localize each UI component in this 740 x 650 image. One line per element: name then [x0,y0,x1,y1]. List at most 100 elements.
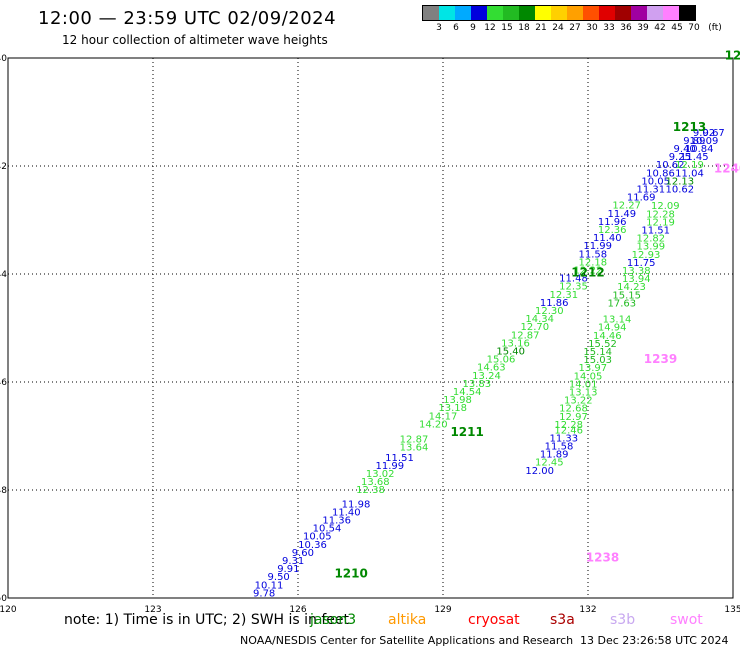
wave-height-label: 13.24 [472,371,501,382]
wave-height-label: 14.63 [477,363,506,374]
wave-height-label: 12.97 [559,412,588,423]
track-id-label: 1211 [450,425,483,439]
wave-height-label: 13.16 [501,338,530,349]
wave-height-label: 12.28 [554,420,583,431]
wave-height-label: 11.40 [593,233,622,244]
legend-label: 39 [637,23,649,33]
wave-height-label: 12.70 [521,322,550,333]
wave-height-label: 10.54 [313,524,342,535]
wave-height-label: 15.40 [496,346,525,357]
legend-swatch [503,6,519,20]
wave-height-label: 12.87 [400,434,429,445]
wave-height-label: 14.05 [574,371,603,382]
wave-height-label: 11.49 [608,209,637,220]
wave-height-label: 11.40 [332,507,361,518]
track-id-label: 12 [725,49,740,63]
wave-height-label: 17.63 [608,298,637,309]
wave-height-label: 12.87 [511,330,540,341]
wave-height-label: 13.02 [366,469,395,480]
wave-height-label: 11.99 [376,461,405,472]
legend-label: 6 [453,23,459,33]
wave-height-label: 13.68 [361,477,390,488]
wave-height-label: 9.02 [693,128,715,139]
wave-height-label: 13.18 [438,403,467,414]
wave-height-label: 11.86 [540,298,569,309]
wave-height-label: 12.00 [525,466,554,477]
y-tick-label: -40 [0,54,7,64]
wave-height-label: 9.78 [253,588,275,599]
wave-height-label: 11.99 [583,241,612,252]
wave-height-label: 14.23 [617,282,646,293]
wave-height-label: 15.06 [487,355,516,366]
wave-height-label: 11.96 [598,217,627,228]
wave-height-label: 10.11 [255,580,284,591]
wave-height-label: 9.89 [683,136,705,147]
x-tick-label: 126 [289,605,306,615]
track-id-label: 1238 [586,550,619,564]
legend-swatch [519,6,535,20]
footnote: note: 1) Time is in UTC; 2) SWH is in fe… [64,612,350,628]
mission-cryosat: cryosat [468,612,520,628]
legend-label: 45 [671,23,683,33]
y-tick-label: -48 [0,486,7,496]
wave-height-label: 9.25 [669,152,691,163]
wave-height-label: 11.04 [675,168,704,179]
wave-height-label: 15.52 [588,339,617,350]
legend-labels: 3 6 9 12 15 18 21 24 27 30 33 36 39 42 45 70 (ft) [422,21,722,35]
wave-height-label: 12.35 [559,282,588,293]
legend-swatch [599,6,615,20]
wave-height-label: 12.36 [598,225,627,236]
wave-height-label: 12.19 [646,217,675,228]
color-legend: 3 6 9 12 15 18 21 24 27 30 33 36 39 42 45 70 (ft) [422,5,722,35]
footer-credit: NOAA/NESDIS Center for Satellite Applica… [240,634,574,647]
wave-height-label: 9.60 [292,548,314,559]
wave-height-label: 10.05 [641,176,670,187]
wave-height-label: 12.82 [637,234,666,245]
wave-height-label: 13.38 [622,266,651,277]
wave-height-label: 14.17 [429,411,458,422]
wave-height-label: 10.05 [303,532,332,543]
map-frame [7,57,734,599]
wave-height-label: 10.86 [646,168,675,179]
track-id-label: 1240 [714,161,740,175]
wave-height-label: 9.50 [268,572,290,583]
legend-label: 27 [569,23,581,33]
wave-height-label: 12.38 [356,485,385,496]
wave-height-label: 15.03 [583,355,612,366]
legend-swatches [422,5,696,21]
wave-height-label: 10.36 [298,540,327,551]
wave-height-label: 13.97 [579,363,608,374]
wave-height-label: 12.27 [612,201,641,212]
legend-swatch [551,6,567,20]
wave-height-label: 9.31 [282,556,304,567]
legend-label: 9 [470,23,476,33]
wave-height-label: 12.45 [535,458,564,469]
wave-height-label: 10.62 [666,184,695,195]
legend-swatch [535,6,551,20]
wave-height-label: 13.22 [564,396,593,407]
wave-height-label: 12.31 [550,290,579,301]
legend-swatch [647,6,663,20]
legend-swatch [663,6,679,20]
wave-height-label: 11.98 [342,499,371,510]
wave-height-label: 14.94 [598,323,627,334]
legend-swatch [679,6,695,20]
wave-height-label: 12.18 [579,257,608,268]
wave-height-label: 9.40 [674,144,696,155]
wave-height-label: 13.99 [637,242,666,253]
legend-swatch [567,6,583,20]
legend-unit: (ft) [708,23,722,33]
wave-height-label: 10.62 [656,160,685,171]
wave-height-label: 11.69 [627,193,656,204]
wave-height-label: 14.34 [525,314,554,325]
legend-swatch [455,6,471,20]
wave-height-label: 11.36 [322,515,351,526]
legend-label: 33 [603,23,615,33]
wave-height-label: 11.31 [637,184,666,195]
legend-label: 30 [586,23,598,33]
y-tick-label: -44 [0,270,7,280]
legend-swatch [439,6,455,20]
wave-height-label: 12.93 [632,250,661,261]
wave-height-label: 14.01 [569,379,598,390]
